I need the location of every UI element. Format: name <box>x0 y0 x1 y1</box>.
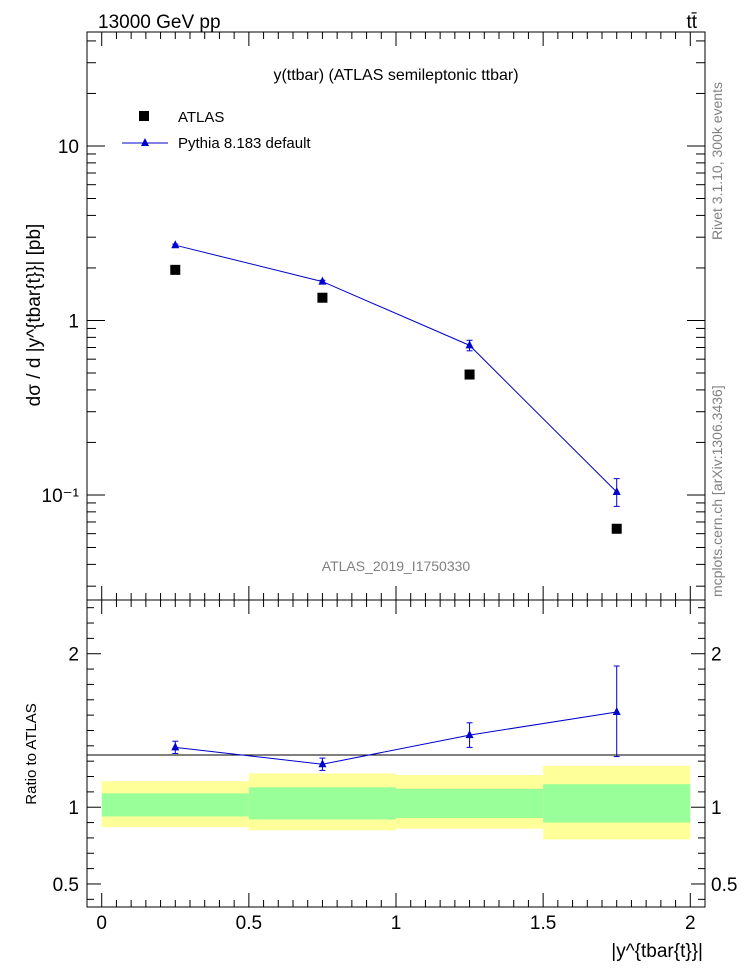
band-green <box>101 793 249 817</box>
side-label-rivet: Rivet 3.1.10, 300k events <box>709 82 725 240</box>
pythia-line <box>175 244 618 493</box>
ratio-pythia-point <box>171 742 180 751</box>
main-ylabel: dσ / d |y^{tbar{t}}| [pb] <box>24 224 45 407</box>
ratio-pythia-line <box>175 711 617 765</box>
ratio-xtick-label: 0.5 <box>236 913 262 934</box>
ratio-ytick-label-right: 2 <box>711 645 722 666</box>
ratio-ytick-label: 1 <box>68 798 79 819</box>
main-ytick-label: 10⁻¹ <box>42 486 80 507</box>
main-panel: y(ttbar) (ATLAS semileptonic ttbar) ATLA… <box>24 31 706 601</box>
legend-label-pythia: Pythia 8.183 default <box>178 135 311 152</box>
atlas-point <box>170 264 181 275</box>
header-right: tt̄ <box>686 12 697 33</box>
ratio-ytick-label-right: 1 <box>711 798 722 819</box>
atlas-point <box>611 523 622 534</box>
main-series <box>170 240 622 534</box>
ratio-xtick-label: 1.5 <box>530 913 556 934</box>
ratio-xtick-label: 2 <box>685 913 696 934</box>
legend: ATLAS Pythia 8.183 default <box>122 109 311 152</box>
ratio-series <box>171 665 621 771</box>
atlas-point <box>464 369 475 380</box>
side-label-mcplots: mcplots.cern.ch [arXiv:1306.3436] <box>709 385 725 597</box>
ratio-frame <box>86 599 706 908</box>
header-left: 13000 GeV pp <box>98 12 221 33</box>
pythia-point <box>171 240 180 249</box>
ratio-xtick-label: 1 <box>391 913 402 934</box>
ratio-xlabel: |y^{tbar{t}}| <box>611 941 703 962</box>
ratio-pythia-point <box>465 730 474 739</box>
ratio-pythia-point <box>612 707 621 716</box>
main-ytick-label: 10 <box>58 137 79 158</box>
svg-text:Ratio to ATLAS: Ratio to ATLAS <box>23 703 40 804</box>
svg-text:dσ / d |y^{tbar{t}}| [pb]: dσ / d |y^{tbar{t}}| [pb] <box>24 224 45 407</box>
main-title: y(ttbar) (ATLAS semileptonic ttbar) <box>273 67 518 84</box>
band-green <box>248 787 396 820</box>
legend-marker-atlas <box>139 111 149 121</box>
ratio-pythia-point <box>318 759 327 768</box>
ratio-ytick-label-right: 0.5 <box>711 875 737 896</box>
ratio-xtick-label: 0 <box>96 913 107 934</box>
ratio-axis-ticks: 0.5 0.5 1 1 2 2 0 0.5 1 1.5 2 <box>53 600 737 934</box>
band-green <box>543 784 691 823</box>
ratio-ytick-label: 2 <box>68 645 79 666</box>
pythia-point <box>318 276 327 285</box>
pythia-point <box>465 340 474 349</box>
ratio-panel: 0.5 0.5 1 1 2 2 0 0.5 1 1.5 2 Ratio to ATLAS |y^{t… <box>23 599 737 962</box>
main-ytick-label: 1 <box>68 311 79 332</box>
ratio-bands <box>101 765 691 840</box>
watermark: ATLAS_2019_I1750330 <box>322 558 471 574</box>
ratio-ylabel: Ratio to ATLAS <box>23 703 40 804</box>
legend-marker-pythia <box>141 138 149 146</box>
pythia-point <box>612 486 621 495</box>
legend-label-atlas: ATLAS <box>178 109 224 126</box>
svg-text:mcplots.cern.ch [arXiv:1306.34: mcplots.cern.ch [arXiv:1306.3436] <box>709 385 725 597</box>
svg-text:Rivet 3.1.10, 300k events: Rivet 3.1.10, 300k events <box>709 82 725 240</box>
main-axis-ticks: 10⁻¹ 1 10 <box>42 32 705 600</box>
band-green <box>396 788 544 818</box>
atlas-point <box>317 292 328 303</box>
ratio-ytick-label: 0.5 <box>53 875 79 896</box>
